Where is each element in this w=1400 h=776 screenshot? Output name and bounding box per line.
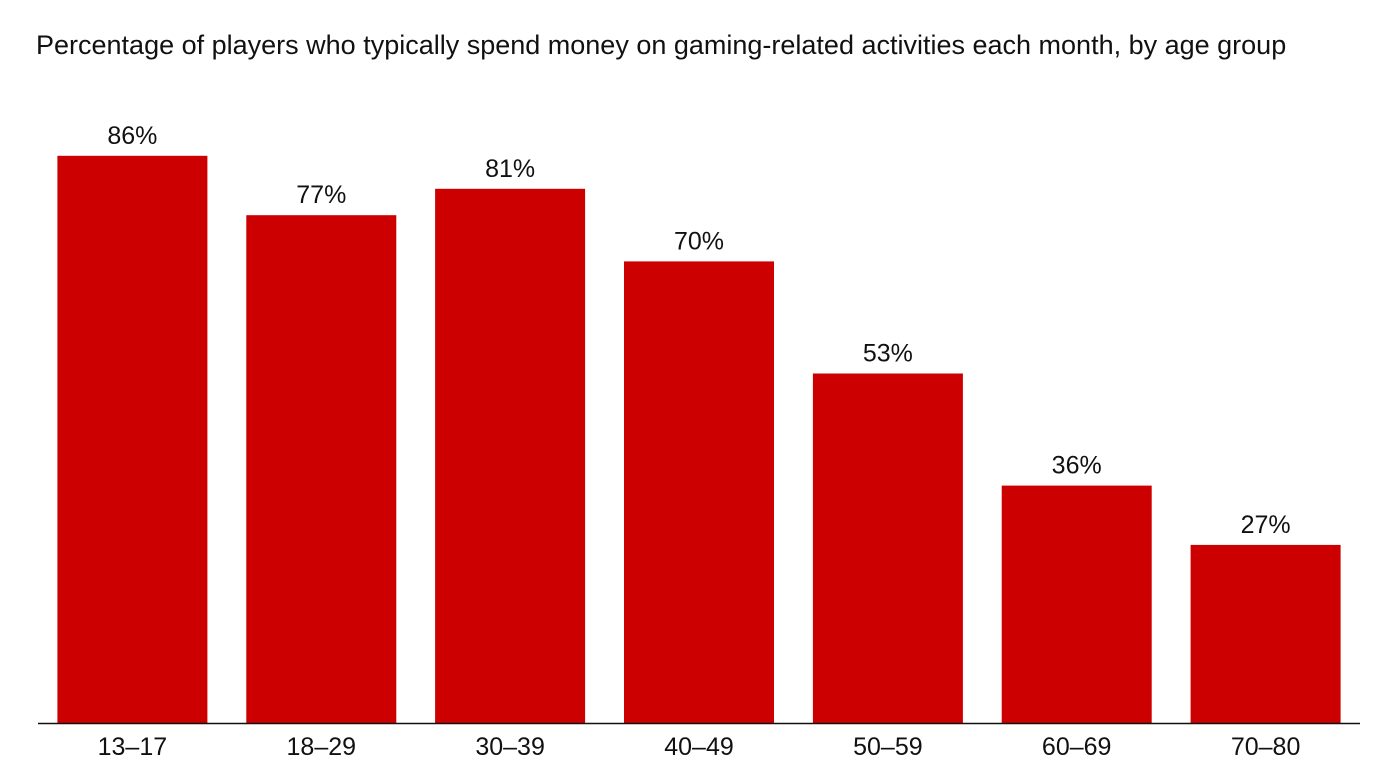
bar-value-label-5: 36% — [1052, 452, 1102, 480]
bar-2 — [435, 188, 586, 724]
bar-value-label-0: 86% — [107, 122, 157, 150]
bar-value-label-1: 77% — [296, 181, 346, 209]
x-tick-label-6: 70–80 — [1231, 733, 1301, 761]
bar-value-label-2: 81% — [485, 155, 535, 183]
bar-value-label-4: 53% — [863, 340, 913, 368]
bar-value-label-3: 70% — [674, 227, 724, 255]
bar-3 — [624, 261, 774, 723]
bar-5 — [1001, 485, 1152, 723]
x-tick-label-2: 30–39 — [475, 733, 545, 761]
bar-4 — [812, 373, 963, 723]
x-tick-label-1: 18–29 — [287, 733, 357, 761]
bar-6 — [1190, 544, 1341, 723]
bar-value-label-6: 27% — [1241, 511, 1291, 539]
x-tick-label-3: 40–49 — [664, 733, 734, 761]
value-labels-group: 86% 77% 81% 70% 53% 36% 27% — [107, 122, 1290, 539]
bars-group — [57, 155, 1341, 724]
bar-1 — [246, 215, 397, 723]
x-tick-label-4: 50–59 — [853, 733, 923, 761]
x-tick-label-0: 13–17 — [98, 733, 168, 761]
x-tick-labels-group: 13–17 18–29 30–39 40–49 50–59 60–69 70–80 — [98, 733, 1301, 761]
x-tick-label-5: 60–69 — [1042, 733, 1112, 761]
bar-0 — [57, 155, 208, 724]
chart-title: Percentage of players who typically spen… — [36, 30, 1287, 60]
